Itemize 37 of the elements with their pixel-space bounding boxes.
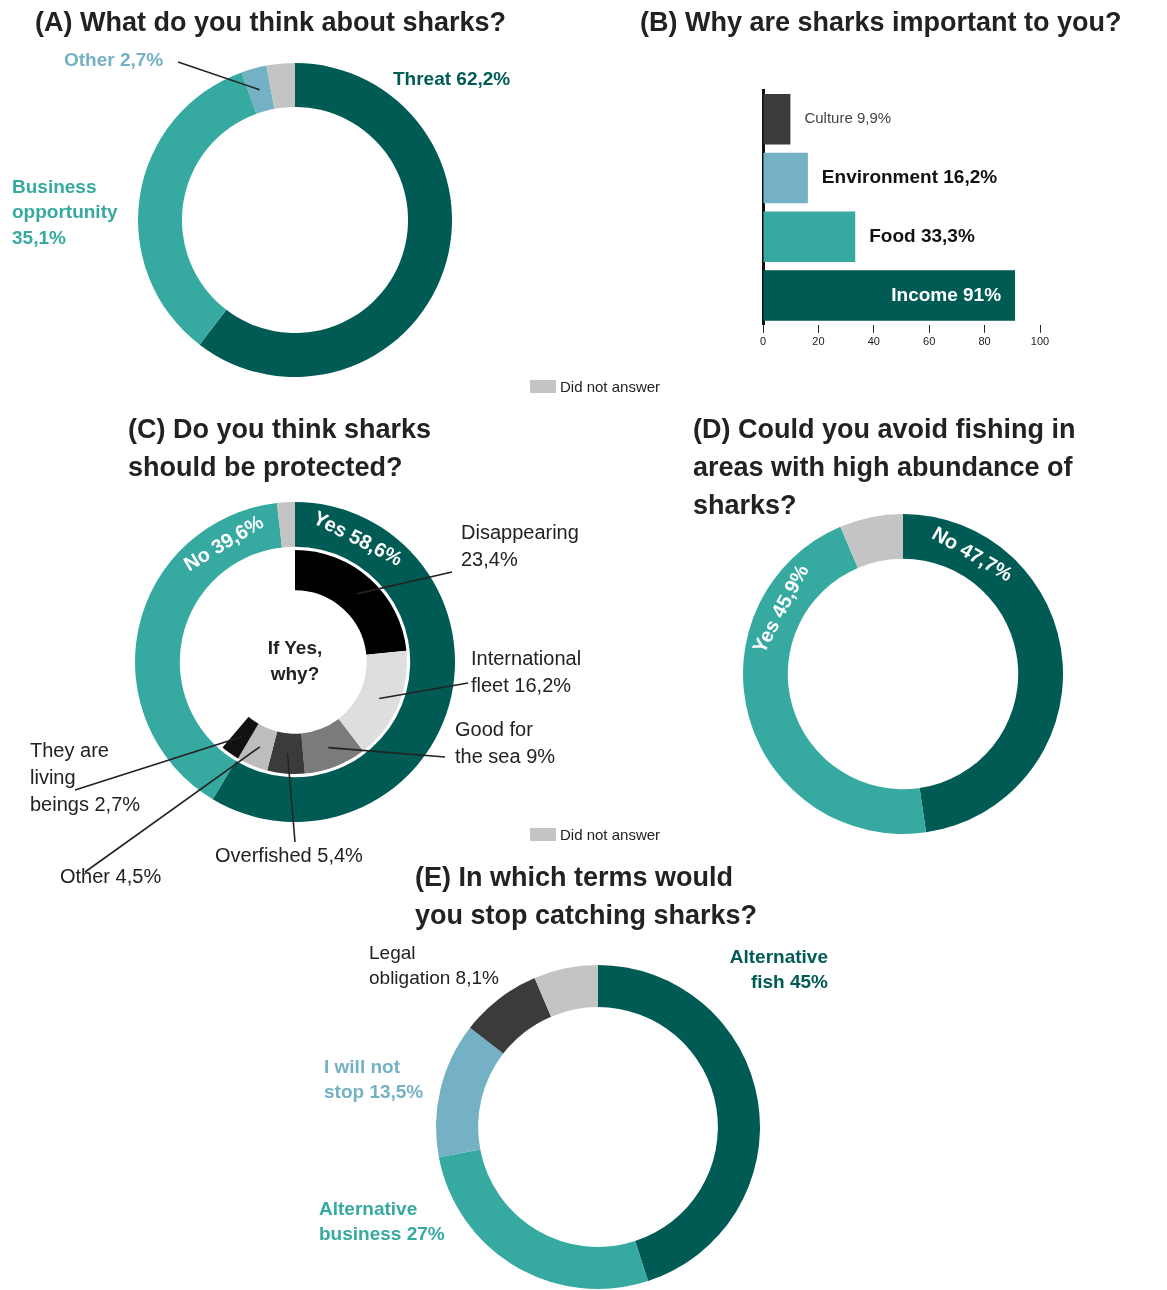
- category-label: Environment 16,2%: [821, 166, 998, 188]
- slice-label: Disappearing: [461, 520, 579, 543]
- slice-label: Alternative business 27%: [319, 1197, 445, 1245]
- chart-title: (B) Why are sharks important to you?: [640, 6, 1123, 39]
- legend-label: Did not answer: [560, 378, 661, 395]
- bar: [763, 270, 1016, 321]
- slice-label: Other 2,7%: [64, 48, 164, 70]
- category-label: Culture 9,9%: [804, 109, 892, 127]
- slice-label: International fleet 16,2%: [471, 646, 582, 696]
- chart-title: (D) Could you avoid fishing in areas with high abundance of sharks?: [693, 414, 1076, 520]
- slice-label: I will not stop 13,5%: [324, 1055, 424, 1103]
- x-tick-label: 20: [812, 335, 825, 348]
- data-label: 23,4%: [461, 547, 518, 570]
- bar: [763, 211, 856, 262]
- slice-label: Threat 62,2%: [393, 67, 511, 89]
- slice-label: Business opportunity: [12, 175, 118, 223]
- x-tick-label: 80: [978, 335, 991, 348]
- slice-label: Good for the sea 9%: [455, 717, 556, 767]
- bar: [763, 152, 808, 204]
- slice-label: Alternative fish 45%: [729, 945, 829, 993]
- slice-label: Other 4,5%: [60, 864, 162, 887]
- slice-label: They are living beings 2,7%: [30, 738, 141, 815]
- legend-label: Did not answer: [560, 826, 661, 843]
- x-tick-label: 100: [1030, 335, 1050, 348]
- data-label: 35,1%: [12, 227, 66, 249]
- chart-title: (A) What do you think about sharks?: [35, 6, 507, 39]
- x-tick-label: 60: [923, 335, 936, 348]
- category-label: Income 91%: [891, 283, 1002, 305]
- text: If Yes, why?: [266, 636, 324, 686]
- x-tick-label: 0: [759, 335, 767, 348]
- slice-label: Legal obligation 8,1%: [369, 941, 500, 989]
- chart-title: (C) Do you think sharks should be protected?: [128, 413, 433, 484]
- category-label: Food 33,3%: [869, 224, 975, 246]
- bar: [763, 94, 791, 145]
- slice-label: Overfished 5,4%: [215, 843, 364, 866]
- chart-title: (E) In which terms would you stop catching sharks?: [415, 861, 759, 932]
- x-tick-label: 40: [867, 335, 880, 348]
